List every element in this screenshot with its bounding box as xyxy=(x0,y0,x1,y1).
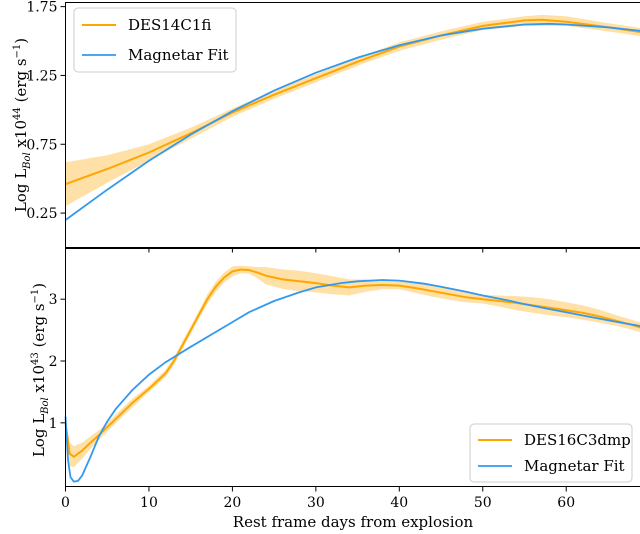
top-y-ticks: 0.25 0.75 1.25 1.75 xyxy=(26,0,66,222)
bottom-y-axis-label: Log LBol x1043 (erg s−1) xyxy=(30,283,51,457)
top-data-line xyxy=(65,18,640,186)
top-legend: DES14C1fi Magnetar Fit xyxy=(73,7,237,73)
bottom-y-tick-label: 1 xyxy=(49,416,58,432)
bottom-y-tick-label: 2 xyxy=(49,354,58,370)
x-tick-label: 30 xyxy=(307,495,325,511)
top-axes-frame xyxy=(65,2,640,248)
bottom-axes-frame xyxy=(65,248,640,487)
bottom-y-tick-label: 3 xyxy=(49,292,58,308)
x-tick-label: 10 xyxy=(140,495,158,511)
bottom-y-ticks: 1 2 3 xyxy=(49,292,66,432)
bottom-legend-label-data: DES16C3dmp xyxy=(524,431,631,449)
x-tick-label: 60 xyxy=(557,495,575,511)
top-y-tick-label: 0.75 xyxy=(26,137,57,153)
bottom-legend: DES16C3dmp Magnetar Fit xyxy=(469,423,633,483)
bottom-panel: 1 2 3 0 10 20 30 40 50 60 Log LBol x1043 (erg s−… xyxy=(30,247,640,531)
top-y-tick-label: 0.25 xyxy=(26,206,57,222)
top-y-axis-label: Log LBol x1044 (erg s−1) xyxy=(12,38,33,212)
top-legend-label-fit: Magnetar Fit xyxy=(128,46,229,64)
top-y-tick-label: 1.75 xyxy=(26,0,57,16)
bottom-legend-box xyxy=(469,423,633,483)
top-fit-line xyxy=(64,22,640,221)
x-tick-label: 50 xyxy=(474,495,492,511)
top-y-axis-label-sub: Bol xyxy=(22,152,33,170)
x-tick-label: 20 xyxy=(223,495,241,511)
x-tick-label: 0 xyxy=(61,495,70,511)
x-ticks: 0 10 20 30 40 50 60 xyxy=(61,247,575,511)
bottom-legend-label-fit: Magnetar Fit xyxy=(524,457,625,475)
x-axis-label: Rest frame days from explosion xyxy=(233,513,474,531)
top-y-tick-label: 1.25 xyxy=(26,68,57,84)
x-tick-label: 40 xyxy=(390,495,408,511)
top-panel: 0.25 0.75 1.25 1.75 Log LBol x1044 (erg s−1… xyxy=(12,0,640,248)
bottom-fit-line xyxy=(64,279,640,483)
top-legend-label-data: DES14C1fi xyxy=(128,16,211,34)
bottom-y-axis-label-sub: Bol xyxy=(40,397,51,415)
